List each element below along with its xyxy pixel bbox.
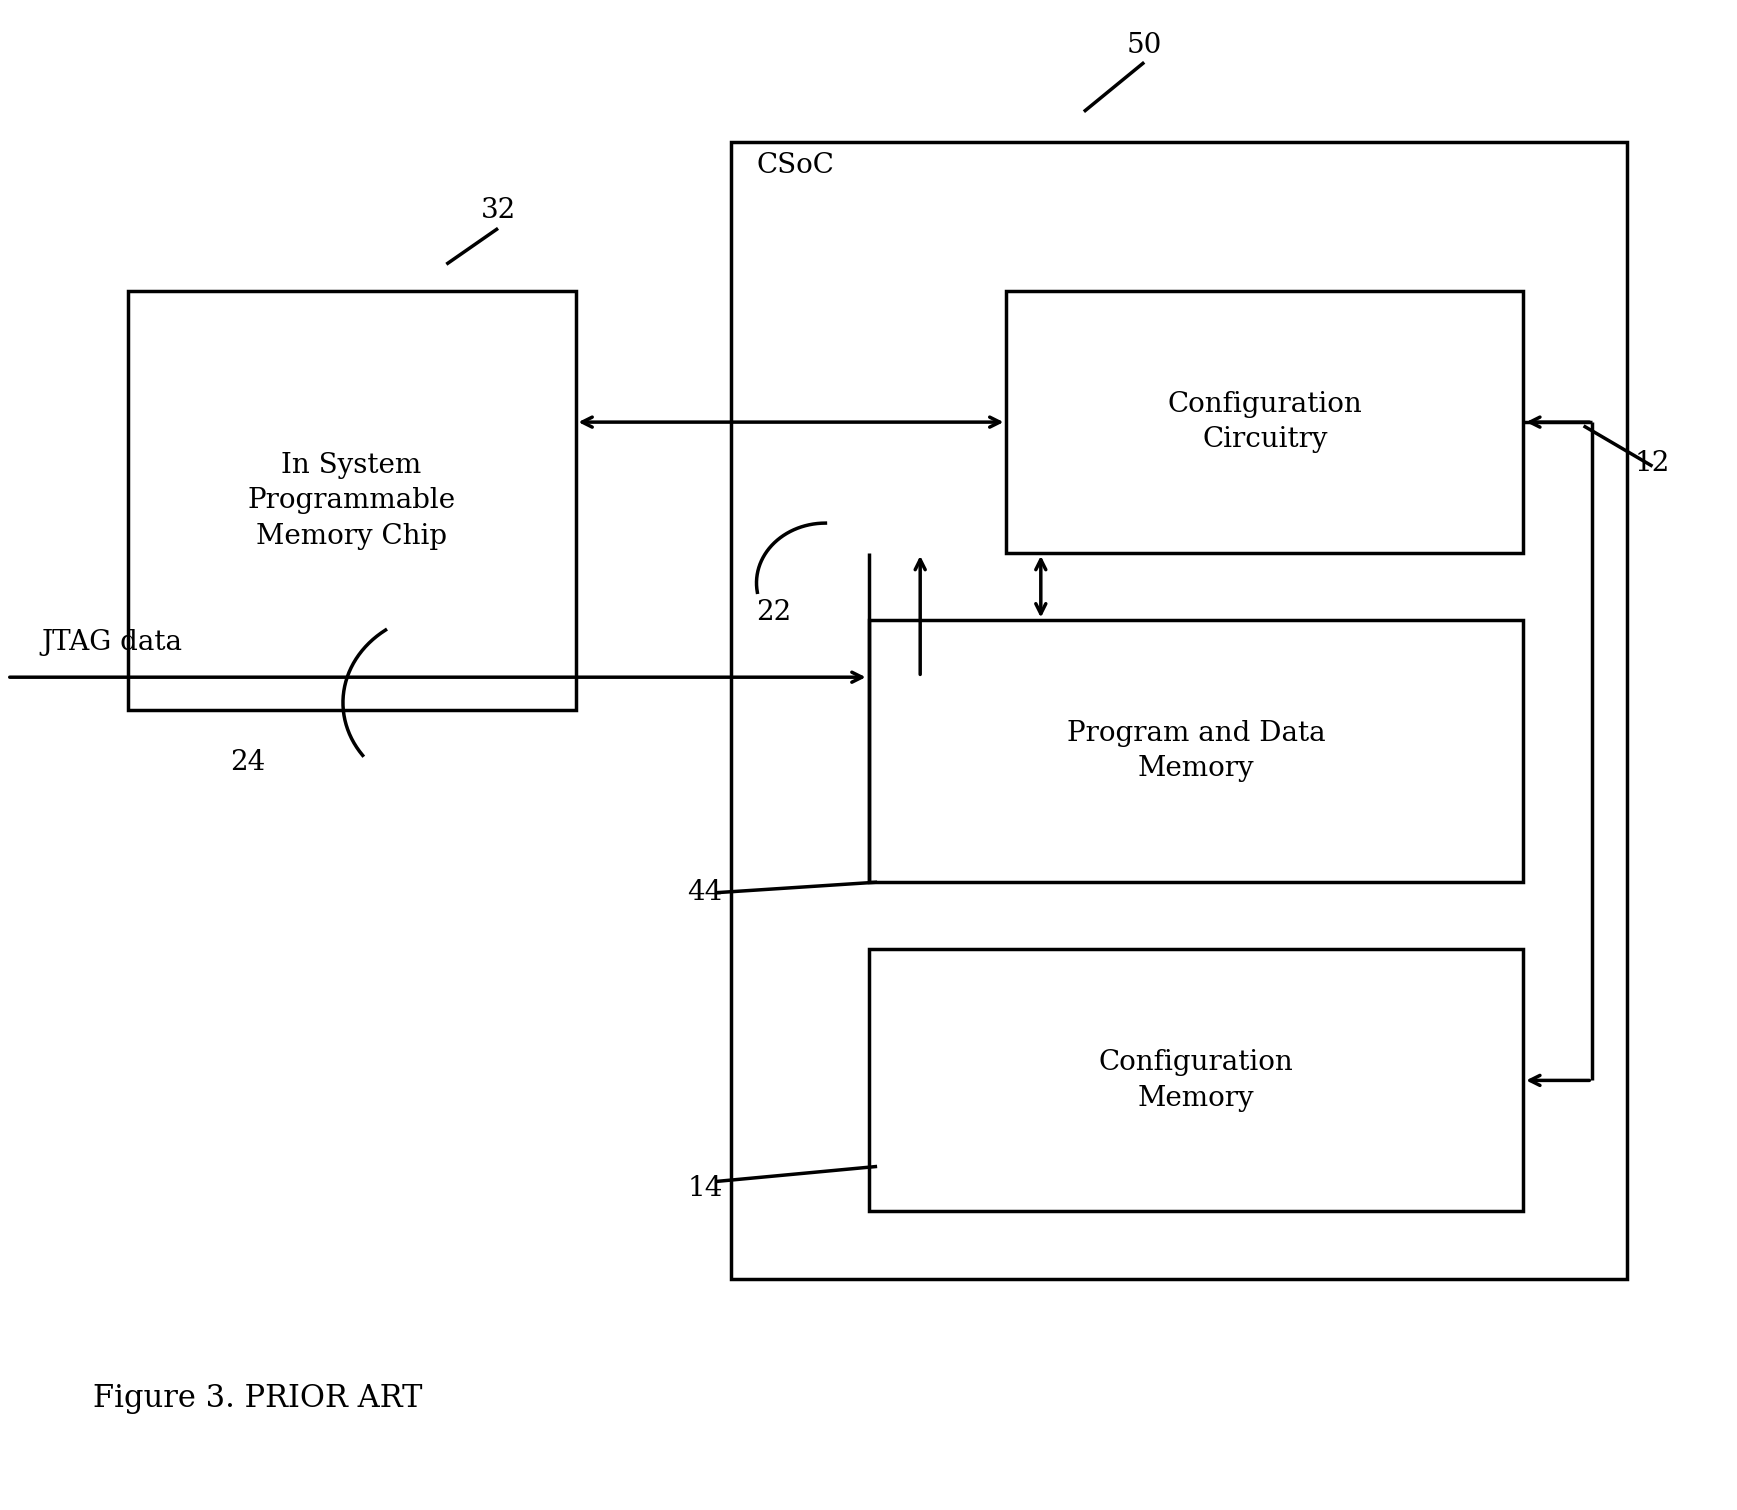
Text: 44: 44 <box>688 879 723 906</box>
Bar <box>868 950 1523 1211</box>
Text: Program and Data
Memory: Program and Data Memory <box>1067 720 1325 782</box>
Bar <box>731 142 1626 1279</box>
Bar <box>868 621 1523 882</box>
Text: 12: 12 <box>1635 450 1671 477</box>
Bar <box>1006 291 1523 553</box>
Text: 24: 24 <box>231 749 266 776</box>
Text: 22: 22 <box>757 599 792 627</box>
Text: Figure 3. PRIOR ART: Figure 3. PRIOR ART <box>94 1383 422 1413</box>
Bar <box>127 291 575 710</box>
Text: 32: 32 <box>481 196 516 223</box>
Text: JTAG data: JTAG data <box>42 630 182 657</box>
Text: CSoC: CSoC <box>757 153 834 180</box>
Text: 50: 50 <box>1127 32 1162 59</box>
Text: Configuration
Circuitry: Configuration Circuitry <box>1167 391 1362 453</box>
Text: Configuration
Memory: Configuration Memory <box>1098 1049 1294 1111</box>
Text: In System
Programmable
Memory Chip: In System Programmable Memory Chip <box>247 451 455 550</box>
Text: 14: 14 <box>688 1175 723 1202</box>
